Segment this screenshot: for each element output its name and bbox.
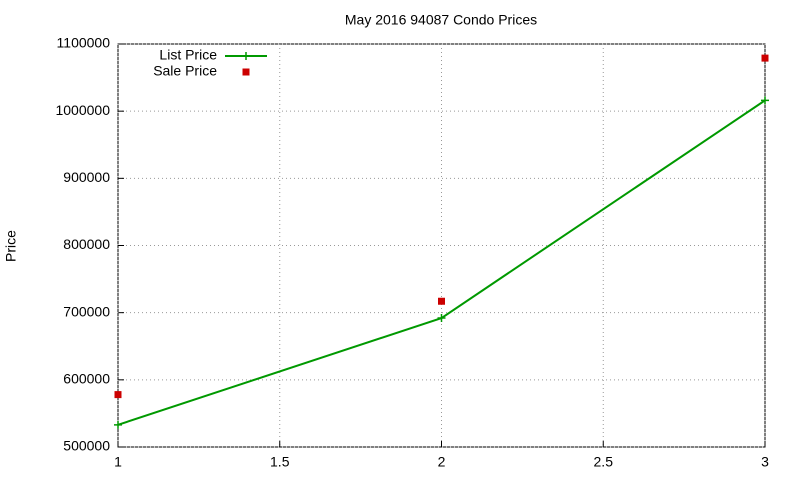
y-axis-label: Price: [3, 230, 19, 262]
point: [114, 391, 122, 399]
point: [761, 96, 769, 105]
y-tick-label: 600000: [63, 371, 110, 387]
chart-title: May 2016 94087 Condo Prices: [345, 12, 537, 28]
point: [761, 54, 769, 62]
legend-marker: [242, 68, 250, 76]
y-tick-label: 800000: [63, 236, 110, 252]
y-tick-label: 1100000: [57, 35, 111, 51]
legend-label: Sale Price: [153, 63, 217, 79]
x-tick-label: 1: [114, 454, 122, 470]
y-tick-label: 500000: [63, 438, 110, 454]
point: [438, 297, 445, 305]
legend-marker: [242, 52, 250, 60]
legend-label: List Price: [159, 47, 217, 63]
point: [437, 314, 446, 323]
x-tick-label: 2: [438, 454, 446, 470]
x-tick-label: 2.5: [594, 454, 614, 470]
x-tick-label: 1.5: [270, 454, 290, 470]
y-tick-label: 700000: [63, 303, 110, 319]
point: [114, 420, 122, 429]
x-tick-label: 3: [761, 454, 769, 470]
y-tick-label: 900000: [63, 169, 110, 185]
y-tick-label: 1000000: [55, 102, 110, 118]
